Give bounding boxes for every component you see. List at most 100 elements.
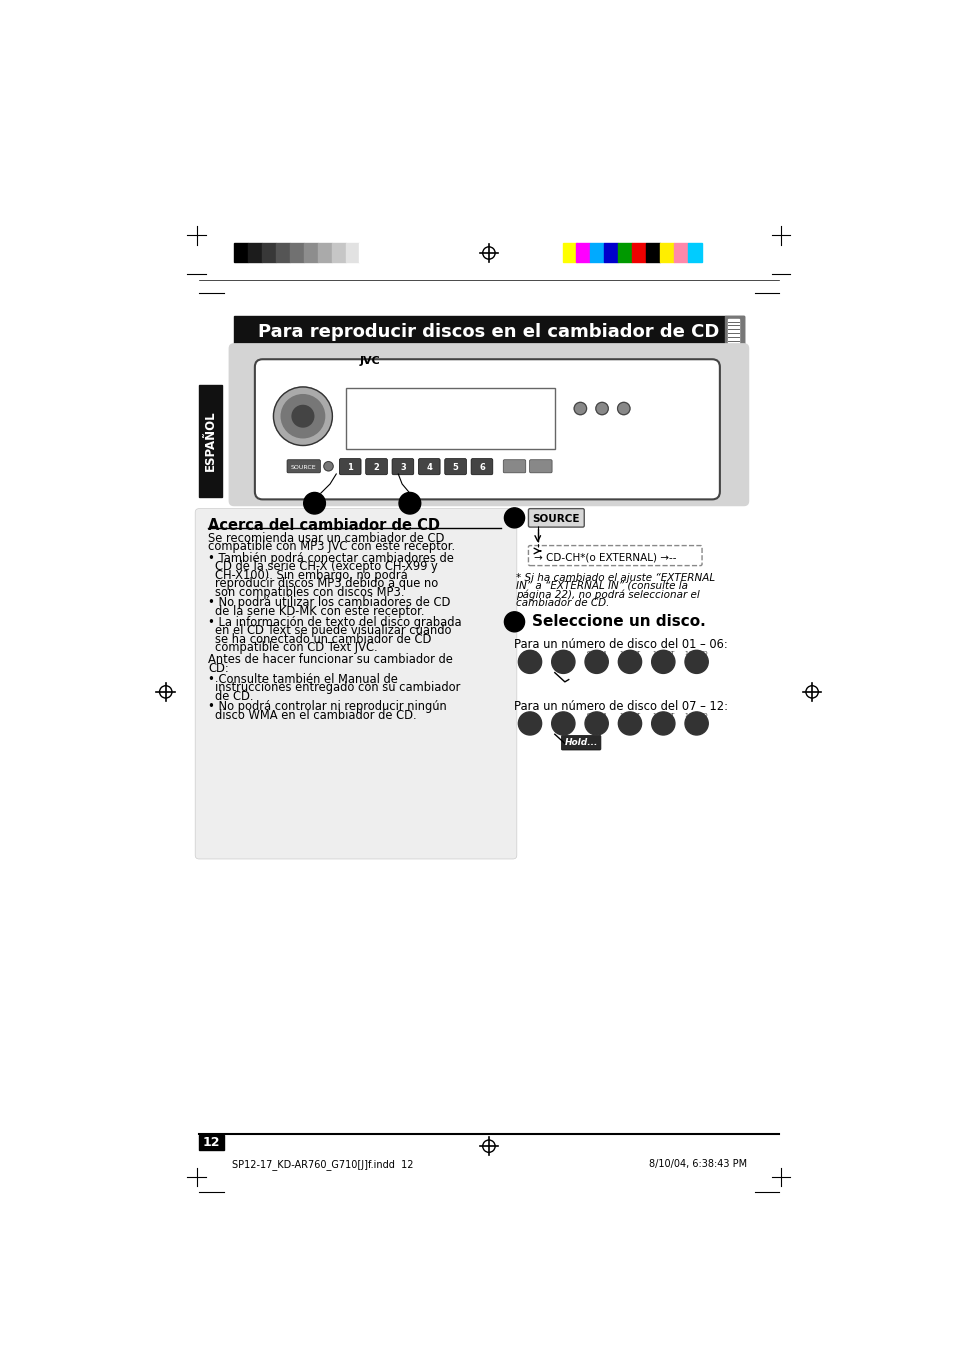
Text: 2: 2 <box>558 657 567 667</box>
Text: 8 MO: 8 MO <box>555 713 571 717</box>
Text: 4: 4 <box>426 463 432 473</box>
Text: disco WMA en el cambiador de CD.: disco WMA en el cambiador de CD. <box>215 709 416 721</box>
Circle shape <box>651 650 674 673</box>
Text: SOURCE: SOURCE <box>291 465 316 470</box>
FancyBboxPatch shape <box>444 458 466 474</box>
Text: 2: 2 <box>405 496 415 511</box>
Bar <box>303 243 317 262</box>
Circle shape <box>281 394 324 438</box>
Text: CH-X100). Sin embargo, no podrá: CH-X100). Sin embargo, no podrá <box>215 569 408 582</box>
Circle shape <box>504 508 524 528</box>
Text: Acerca del cambiador de CD: Acerca del cambiador de CD <box>208 517 440 532</box>
Bar <box>604 243 618 262</box>
Text: 9 SSM: 9 SSM <box>586 651 605 657</box>
FancyBboxPatch shape <box>418 458 439 474</box>
Bar <box>317 243 332 262</box>
Circle shape <box>651 712 674 735</box>
Text: de CD.: de CD. <box>215 689 253 703</box>
Text: 8 MO: 8 MO <box>555 651 571 657</box>
Circle shape <box>504 612 524 632</box>
Text: 6: 6 <box>478 463 484 473</box>
Circle shape <box>618 712 641 735</box>
Text: 2: 2 <box>558 719 567 728</box>
Text: • Consulte también el Manual de: • Consulte también el Manual de <box>208 673 397 685</box>
Text: página 22), no podrá seleccionar el: página 22), no podrá seleccionar el <box>516 589 700 600</box>
Text: IN” a “EXTERNAL IN” (consulte la: IN” a “EXTERNAL IN” (consulte la <box>516 581 687 590</box>
Bar <box>359 243 373 262</box>
Circle shape <box>517 712 541 735</box>
Text: 10 INT: 10 INT <box>619 713 639 717</box>
Text: JVC: JVC <box>359 355 380 366</box>
Text: • No podrá controlar ni reproducir ningún: • No podrá controlar ni reproducir ningú… <box>208 700 447 713</box>
Text: son compatibles con discos MP3.: son compatibles con discos MP3. <box>215 585 404 598</box>
FancyBboxPatch shape <box>287 459 320 473</box>
Circle shape <box>303 493 325 513</box>
Text: 5: 5 <box>452 463 458 473</box>
Text: Seleccione un disco.: Seleccione un disco. <box>531 615 704 630</box>
Text: Para un número de disco del 01 – 06:: Para un número de disco del 01 – 06: <box>514 638 727 651</box>
FancyBboxPatch shape <box>339 458 360 474</box>
Circle shape <box>551 712 575 735</box>
Bar <box>724 316 743 349</box>
Bar <box>233 243 248 262</box>
Circle shape <box>292 405 314 427</box>
Text: 11 RPT: 11 RPT <box>652 651 674 657</box>
FancyBboxPatch shape <box>560 735 600 750</box>
Text: cambiador de CD.: cambiador de CD. <box>516 598 609 608</box>
Bar <box>332 243 345 262</box>
Text: 6: 6 <box>692 719 700 728</box>
Text: de la serie KD-MK con este receptor.: de la serie KD-MK con este receptor. <box>215 605 424 617</box>
Text: 8/10/04, 6:38:43 PM: 8/10/04, 6:38:43 PM <box>648 1159 746 1169</box>
Bar <box>199 385 222 497</box>
Bar <box>659 243 674 262</box>
FancyBboxPatch shape <box>195 508 517 859</box>
Text: se ha conectado un cambiador de CD: se ha conectado un cambiador de CD <box>215 632 432 646</box>
Text: 3: 3 <box>399 463 405 473</box>
FancyBboxPatch shape <box>254 359 720 500</box>
Bar <box>687 243 701 262</box>
Text: • La información de texto del disco grabada: • La información de texto del disco grab… <box>208 616 461 628</box>
Circle shape <box>323 462 333 471</box>
Circle shape <box>584 650 608 673</box>
Bar <box>248 243 261 262</box>
Text: Para reproducir discos en el cambiador de CD: Para reproducir discos en el cambiador d… <box>258 323 719 342</box>
Text: compatible con MP3 JVC con este receptor.: compatible con MP3 JVC con este receptor… <box>208 540 455 553</box>
FancyBboxPatch shape <box>365 458 387 474</box>
Circle shape <box>684 712 707 735</box>
Text: ESPAÑOL: ESPAÑOL <box>204 411 217 471</box>
Circle shape <box>551 650 575 673</box>
Text: 7 EB: 7 EB <box>522 713 537 717</box>
FancyBboxPatch shape <box>528 546 701 566</box>
Circle shape <box>574 403 586 415</box>
Bar <box>199 1135 224 1150</box>
Bar <box>345 389 555 449</box>
Circle shape <box>596 403 608 415</box>
FancyBboxPatch shape <box>392 458 414 474</box>
Text: 1: 1 <box>510 512 518 524</box>
FancyBboxPatch shape <box>528 508 583 527</box>
Text: → CD-CH*(o EXTERNAL) →--: → CD-CH*(o EXTERNAL) →-- <box>534 553 676 562</box>
Text: 10 INT: 10 INT <box>619 651 639 657</box>
Text: Para un número de disco del 07 – 12:: Para un número de disco del 07 – 12: <box>514 700 728 712</box>
Bar <box>728 319 739 346</box>
Text: 1: 1 <box>347 463 353 473</box>
Text: 2: 2 <box>374 463 379 473</box>
Text: 4: 4 <box>625 657 633 667</box>
Bar <box>562 243 576 262</box>
Text: 5: 5 <box>659 719 666 728</box>
Bar <box>290 243 303 262</box>
Text: 1: 1 <box>310 496 319 511</box>
Text: SOURCE: SOURCE <box>532 513 579 524</box>
Circle shape <box>398 493 420 513</box>
Text: 1: 1 <box>525 719 534 728</box>
Text: en el CD Text se puede visualizar cuando: en el CD Text se puede visualizar cuando <box>215 624 452 638</box>
Text: 7 EB: 7 EB <box>522 651 537 657</box>
Text: Se recomienda usar un cambiador de CD: Se recomienda usar un cambiador de CD <box>208 532 444 544</box>
Text: Antes de hacer funcionar su cambiador de: Antes de hacer funcionar su cambiador de <box>208 654 453 666</box>
Text: • No podrá utilizar los cambiadores de CD: • No podrá utilizar los cambiadores de C… <box>208 596 450 609</box>
Text: * Si ha cambiado el ajuste “EXTERNAL: * Si ha cambiado el ajuste “EXTERNAL <box>516 573 715 582</box>
Text: 9 SSM: 9 SSM <box>586 713 605 717</box>
Text: CD:: CD: <box>208 662 229 676</box>
Circle shape <box>274 386 332 446</box>
Text: 3: 3 <box>592 657 599 667</box>
